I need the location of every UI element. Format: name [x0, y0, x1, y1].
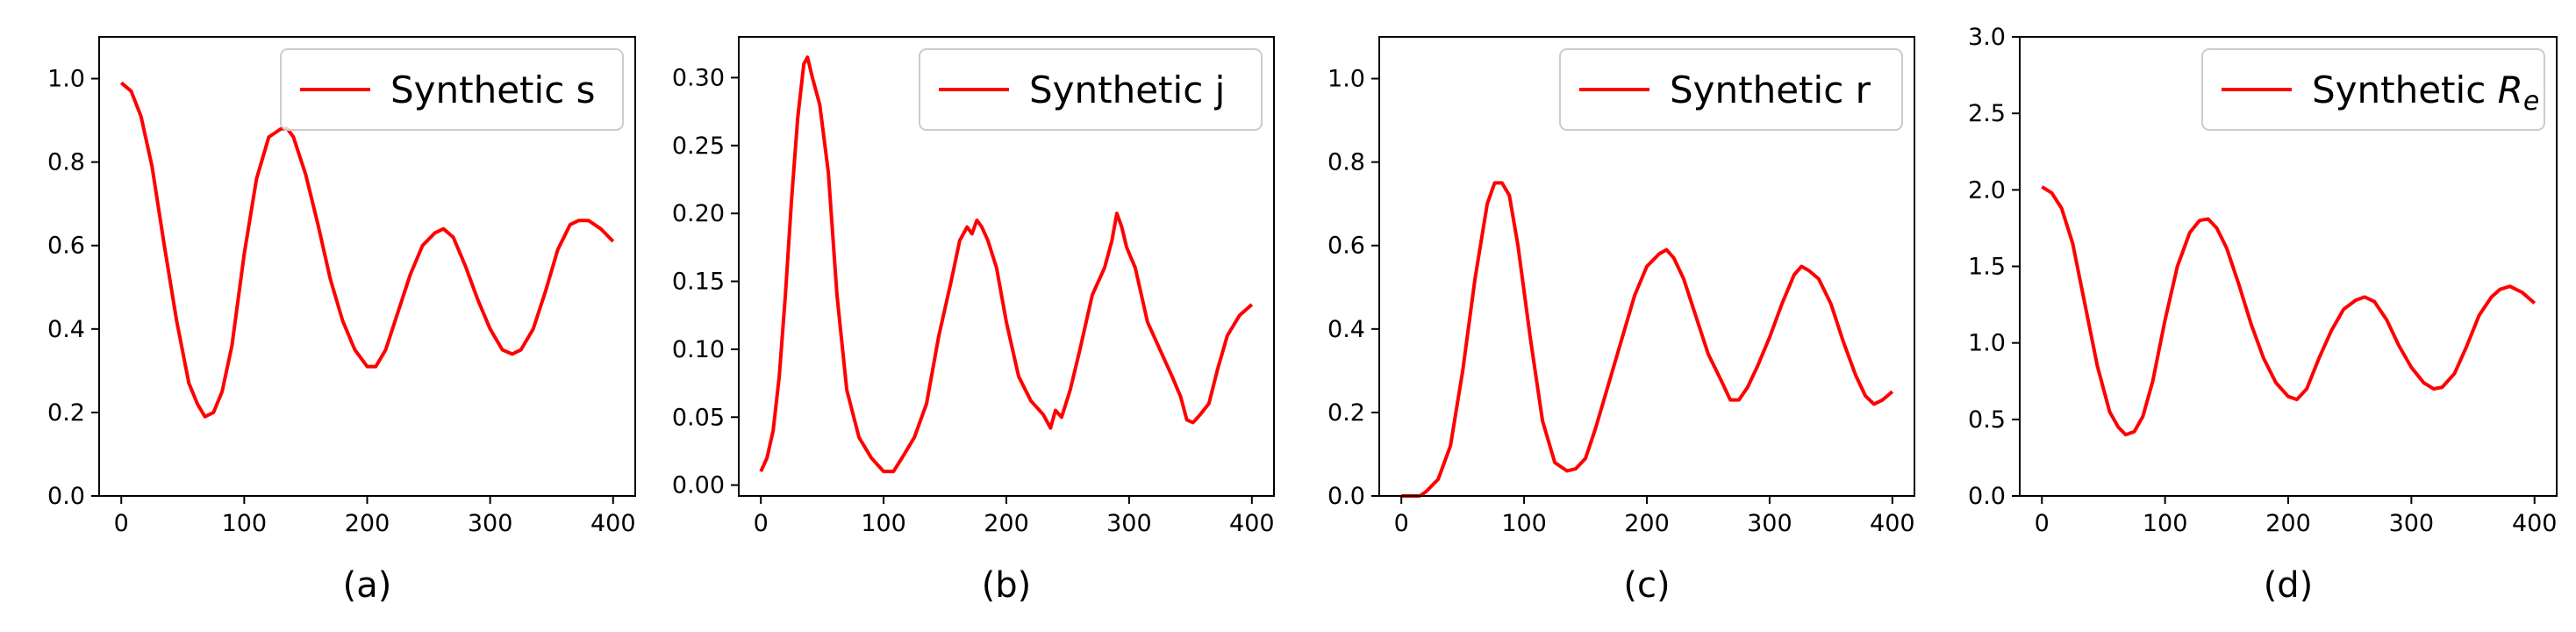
legend-box: [1559, 48, 1903, 131]
series-line-b: [759, 55, 1254, 474]
x-tick-label: 100: [1501, 510, 1547, 537]
subplot-c: 0 100 200 300 400 0.0 0.2 0.4 0.6 0.8 1.0 (c) Synthe…: [1327, 36, 1915, 606]
x-tick-label: 300: [468, 510, 513, 537]
x-tick-label: 0: [1394, 510, 1409, 537]
x-tick-label: 0: [2035, 510, 2050, 537]
x-tick-label: 100: [2143, 510, 2188, 537]
y-tick-label: 0.6: [1327, 233, 1365, 260]
x-tick-label: 300: [2389, 510, 2435, 537]
y-tick-label: 0.4: [1327, 316, 1365, 343]
x-tick-label: 300: [1106, 510, 1152, 537]
legend-box: [2201, 48, 2545, 131]
y-tick-label: 0.00: [672, 472, 725, 499]
x-tick-label: 400: [1870, 510, 1915, 537]
y-tick-label: 1.0: [47, 66, 85, 93]
y-tick-label: 0.0: [1327, 483, 1365, 510]
legend-label: Synthetic Re: [2312, 68, 2539, 117]
x-tick-label: 0: [114, 510, 129, 537]
panel-caption-d: (d): [2264, 565, 2314, 606]
x-tick-label: 400: [1229, 510, 1275, 537]
x-tick-label: 200: [345, 510, 390, 537]
legend-label-text: Synthetic s: [390, 68, 596, 111]
x-tick-label: 400: [590, 510, 636, 537]
y-tick-label: 0.6: [47, 233, 85, 260]
y-tick-label: 0.5: [1968, 406, 2006, 434]
y-tick-label: 0.30: [672, 64, 725, 91]
series-line-d: [2041, 185, 2537, 437]
y-tick-label: 0.2: [1327, 399, 1365, 427]
legend-a: Synthetic s: [280, 48, 624, 131]
y-tick-label: 2.5: [1968, 100, 2006, 127]
y-tick-label: 3.0: [1968, 24, 2006, 51]
legend-label-prefix: Synthetic: [2312, 68, 2498, 111]
x-tick-label: 200: [984, 510, 1029, 537]
y-tick-label: 0.25: [672, 133, 725, 160]
y-tick-label: 0.05: [672, 404, 725, 431]
panel-caption-c: (c): [1623, 565, 1670, 606]
legend-label-text: Synthetic j: [1029, 68, 1225, 111]
series-line-c: [1401, 181, 1894, 498]
legend-label-subscript: e: [2523, 86, 2539, 117]
y-tick-label: 0.2: [47, 399, 85, 427]
x-tick-label: 200: [2265, 510, 2311, 537]
legend-label: Synthetic s: [390, 68, 596, 111]
y-tick-label: 0.15: [672, 269, 725, 296]
y-tick-label: 0.8: [1327, 149, 1365, 176]
y-tick-label: 1.0: [1327, 66, 1365, 93]
y-tick-label: 0.20: [672, 200, 725, 227]
legend-label-symbol: R: [2498, 68, 2523, 111]
y-tick-label: 0.0: [1968, 483, 2006, 510]
y-tick-label: 2.0: [1968, 176, 2006, 204]
x-tick-label: 300: [1747, 510, 1792, 537]
x-tick-label: 200: [1624, 510, 1670, 537]
x-tick-label: 0: [754, 510, 769, 537]
legend-box: [919, 48, 1263, 131]
y-tick-label: 1.5: [1968, 254, 2006, 281]
subplot-d: 0 100 200 300 400 0.0 0.5 1.0 1.5 2.0 2.5 3.0 (d) Syn…: [1968, 24, 2558, 606]
y-tick-label: 0.8: [47, 149, 85, 176]
x-tick-label: 100: [222, 510, 268, 537]
y-tick-label: 1.0: [1968, 330, 2006, 357]
legend-b: Synthetic j: [919, 48, 1263, 131]
legend-label-text: Synthetic R: [2312, 68, 2523, 111]
subplot-b: 0 100 200 300 400 0.00 0.05 0.10 0.15 0.20 0.25 0.3…: [672, 36, 1275, 606]
legend-label-text: Synthetic r: [1670, 68, 1871, 111]
legend-label: Synthetic r: [1670, 68, 1871, 111]
series-line-a: [119, 81, 615, 419]
y-tick-label: 0.4: [47, 316, 85, 343]
x-tick-label: 400: [2512, 510, 2558, 537]
panel-caption-b: (b): [982, 565, 1032, 606]
legend-c: Synthetic r: [1559, 48, 1903, 131]
x-tick-label: 100: [861, 510, 906, 537]
y-tick-label: 0.0: [47, 483, 85, 510]
subplot-a: 0 100 200 300 400 0.0 0.2 0.4 0.6 0.8 1.0 (a) Synthe…: [47, 36, 636, 606]
legend-d: Synthetic Re: [2201, 48, 2545, 131]
legend-label: Synthetic j: [1029, 68, 1225, 111]
legend-box: [280, 48, 624, 131]
y-tick-label: 0.10: [672, 336, 725, 363]
panel-caption-a: (a): [343, 565, 392, 606]
